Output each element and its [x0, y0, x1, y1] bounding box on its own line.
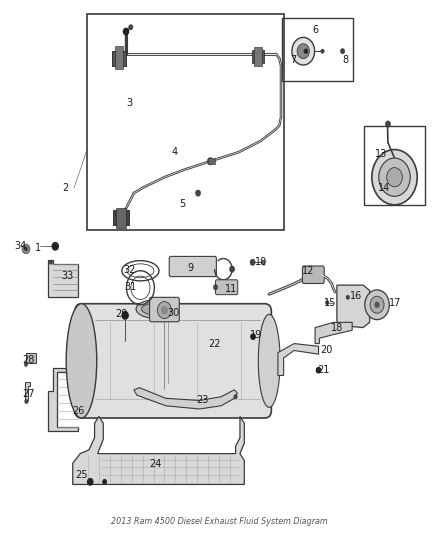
Circle shape — [250, 259, 255, 265]
Circle shape — [297, 44, 309, 59]
Circle shape — [234, 394, 237, 399]
Text: 27: 27 — [22, 389, 35, 399]
Circle shape — [251, 334, 255, 340]
FancyBboxPatch shape — [169, 256, 216, 277]
Circle shape — [385, 121, 391, 127]
Polygon shape — [48, 260, 78, 297]
Circle shape — [103, 480, 106, 484]
Circle shape — [195, 190, 201, 196]
Text: 31: 31 — [125, 282, 137, 292]
Circle shape — [24, 247, 28, 251]
Text: 19: 19 — [250, 329, 262, 340]
Text: 20: 20 — [320, 345, 332, 356]
Bar — [87, 14, 284, 230]
Bar — [116, 208, 126, 228]
Text: 32: 32 — [124, 265, 136, 274]
Circle shape — [321, 49, 324, 53]
Text: 4: 4 — [171, 147, 177, 157]
Circle shape — [25, 399, 28, 403]
Polygon shape — [134, 387, 237, 409]
Bar — [364, 126, 425, 205]
Text: 15: 15 — [324, 297, 336, 308]
Text: 29: 29 — [116, 309, 128, 319]
Circle shape — [49, 260, 53, 264]
Circle shape — [304, 49, 308, 54]
Ellipse shape — [258, 314, 280, 407]
Circle shape — [387, 167, 403, 187]
Ellipse shape — [66, 304, 97, 418]
Circle shape — [22, 244, 30, 254]
Circle shape — [207, 158, 213, 165]
Text: 12: 12 — [302, 266, 314, 276]
Text: 5: 5 — [179, 199, 185, 209]
Text: 26: 26 — [72, 406, 84, 416]
Text: 28: 28 — [22, 354, 35, 365]
Ellipse shape — [141, 303, 170, 315]
Circle shape — [372, 150, 417, 205]
FancyBboxPatch shape — [215, 280, 238, 295]
FancyBboxPatch shape — [302, 266, 324, 284]
Text: 14: 14 — [378, 183, 390, 193]
Circle shape — [325, 301, 329, 305]
Text: 10: 10 — [255, 257, 267, 267]
Bar — [113, 210, 129, 225]
Circle shape — [316, 368, 321, 373]
Circle shape — [374, 302, 380, 308]
Circle shape — [379, 158, 410, 196]
Text: 22: 22 — [208, 338, 221, 349]
Circle shape — [24, 362, 28, 367]
FancyBboxPatch shape — [75, 304, 272, 418]
Text: 23: 23 — [196, 395, 208, 406]
Circle shape — [340, 49, 345, 54]
Text: 16: 16 — [350, 291, 362, 301]
Text: 25: 25 — [76, 470, 88, 480]
Text: 6: 6 — [312, 26, 318, 36]
Circle shape — [52, 243, 58, 250]
Circle shape — [292, 37, 314, 65]
Bar — [252, 50, 264, 63]
Text: 13: 13 — [375, 149, 388, 159]
Circle shape — [129, 25, 133, 30]
Text: 17: 17 — [389, 297, 401, 308]
FancyBboxPatch shape — [150, 297, 179, 322]
Polygon shape — [73, 416, 244, 484]
Circle shape — [88, 479, 93, 485]
Text: 3: 3 — [127, 98, 133, 108]
Polygon shape — [315, 322, 352, 344]
Circle shape — [124, 28, 129, 35]
Text: 24: 24 — [149, 459, 162, 469]
Circle shape — [122, 312, 128, 319]
Circle shape — [365, 290, 389, 320]
Text: 34: 34 — [14, 241, 26, 251]
Text: 2013 Ram 4500 Diesel Exhaust Fluid System Diagram: 2013 Ram 4500 Diesel Exhaust Fluid Syste… — [111, 517, 327, 526]
Ellipse shape — [136, 300, 175, 318]
Circle shape — [370, 296, 384, 313]
Circle shape — [230, 266, 235, 272]
Polygon shape — [25, 382, 30, 400]
Circle shape — [213, 285, 218, 290]
Circle shape — [161, 306, 168, 314]
Circle shape — [157, 302, 171, 319]
Bar — [208, 158, 215, 165]
Polygon shape — [48, 368, 78, 431]
Bar — [25, 353, 36, 364]
Bar — [283, 18, 353, 82]
Polygon shape — [278, 344, 318, 375]
Text: 9: 9 — [187, 263, 194, 273]
Polygon shape — [337, 285, 370, 328]
Text: 33: 33 — [61, 271, 74, 280]
Text: 18: 18 — [331, 322, 343, 333]
Text: 2: 2 — [62, 183, 68, 193]
Text: 7: 7 — [290, 55, 297, 65]
Text: 1: 1 — [35, 243, 41, 253]
Bar — [112, 51, 126, 66]
Bar — [115, 46, 124, 69]
Bar — [262, 260, 265, 265]
Text: 21: 21 — [318, 365, 330, 375]
Bar — [254, 47, 262, 66]
Circle shape — [346, 295, 350, 300]
Text: 11: 11 — [225, 285, 237, 294]
Text: 8: 8 — [343, 55, 349, 65]
Text: 30: 30 — [167, 308, 179, 318]
